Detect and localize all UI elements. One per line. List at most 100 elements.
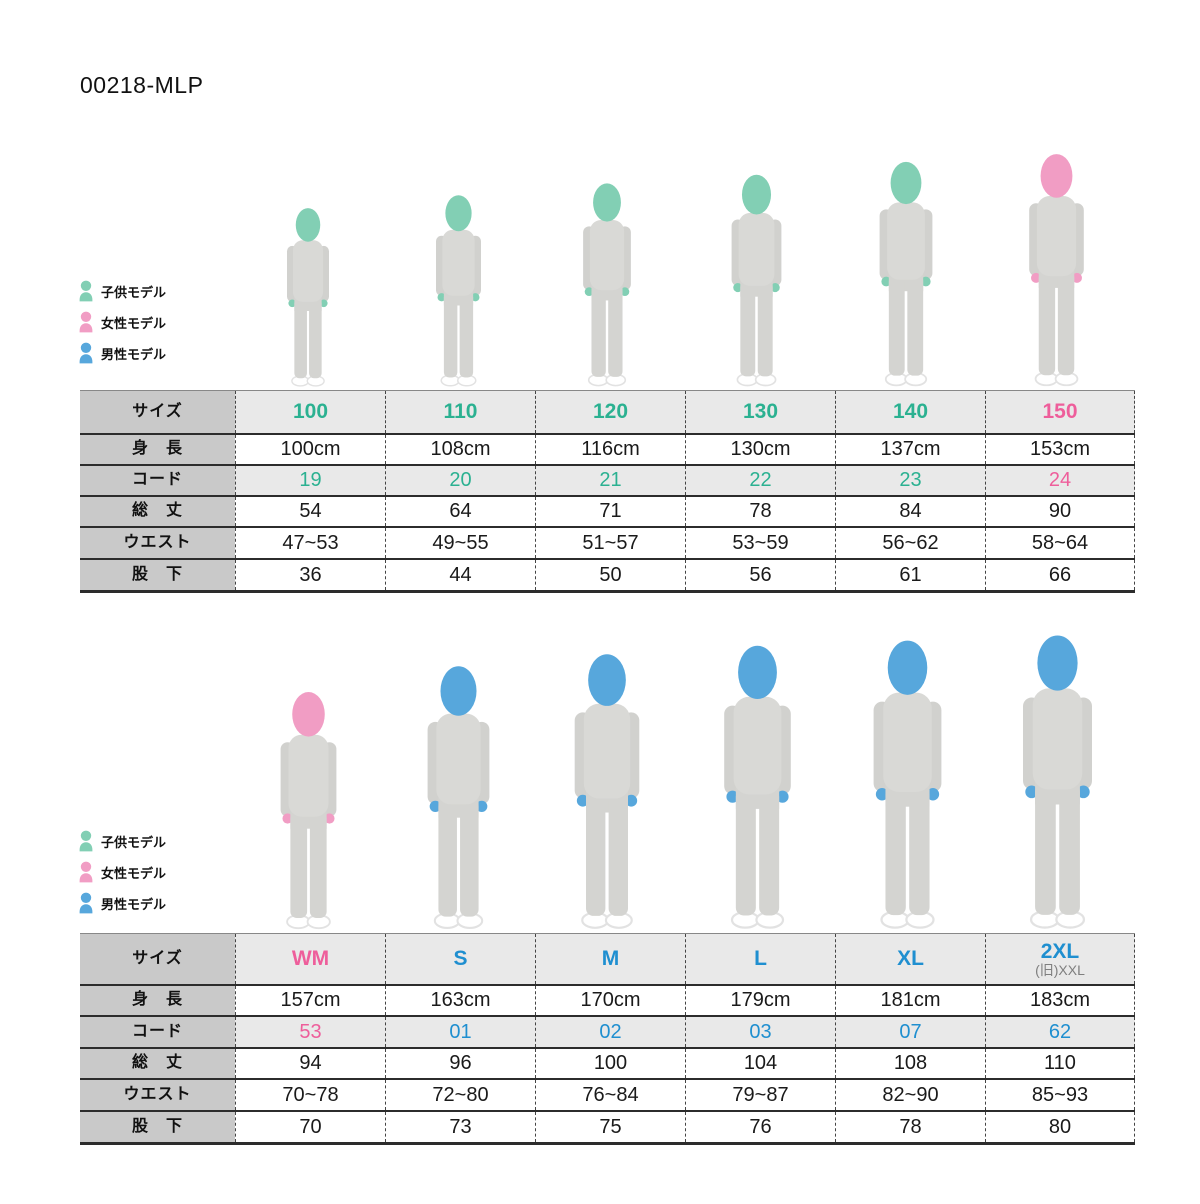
row-label-code: コード	[80, 1017, 235, 1047]
adults-size-XL: XL	[835, 934, 985, 984]
legend-item-female-model: 女性モデル	[78, 861, 166, 883]
adults-inseam-L: 76	[685, 1112, 835, 1142]
kids-code-120: 21	[535, 466, 685, 495]
kids-height-110: 108cm	[385, 435, 535, 464]
person-silhouette-icon	[731, 174, 781, 387]
adults-height-M: 170cm	[535, 986, 685, 1015]
adults-code-XL: 07	[835, 1017, 985, 1047]
person-silhouette-icon	[879, 161, 933, 387]
model-figure-S	[407, 662, 510, 931]
row-label-length: 総 丈	[80, 1049, 235, 1078]
row-label-height: 身 長	[80, 435, 235, 464]
adults-code-WM: 53	[235, 1017, 385, 1047]
row-label-code: コード	[80, 466, 235, 495]
legend-item-female-model: 女性モデル	[78, 311, 166, 333]
model-figure-M	[553, 651, 661, 931]
adults-inseam-2XL: 80	[985, 1112, 1135, 1142]
adults-code-S: 01	[385, 1017, 535, 1047]
kids-inseam-130: 56	[685, 560, 835, 590]
legend-label-child: 子供モデル	[101, 834, 167, 850]
adults-code-L: 03	[685, 1017, 835, 1047]
adults-waist-2XL: 85~93	[985, 1080, 1135, 1110]
person-silhouette-icon	[723, 645, 791, 929]
kids-length-120: 71	[535, 497, 685, 526]
adults-row-height: 身 長 157cm 163cm 170cm 179cm 181cm 183cm	[80, 984, 1135, 1015]
adults-inseam-S: 73	[385, 1112, 535, 1142]
product-code: 00218-MLP	[80, 72, 204, 98]
kids-row-waist: ウエスト 47~53 49~55 51~57 53~59 56~62 58~64	[80, 526, 1135, 558]
adults-waist-XL: 82~90	[835, 1080, 985, 1110]
model-legend-kids: 子供モデル 女性モデル 男性モデル	[78, 280, 166, 364]
kids-waist-140: 56~62	[835, 528, 985, 558]
adults-length-XL: 108	[835, 1049, 985, 1078]
person-silhouette-icon	[427, 666, 489, 929]
adults-size-M: M	[535, 934, 685, 984]
adults-code-2XL: 62	[985, 1017, 1135, 1047]
kids-inseam-140: 61	[835, 560, 985, 590]
kids-waist-130: 53~59	[685, 528, 835, 558]
legend-label-female: 女性モデル	[101, 865, 167, 881]
kids-code-100: 19	[235, 466, 385, 495]
kids-waist-100: 47~53	[235, 528, 385, 558]
kids-code-130: 22	[685, 466, 835, 495]
adults-length-2XL: 110	[985, 1049, 1135, 1078]
kids-code-110: 20	[385, 466, 535, 495]
legend-label-male: 男性モデル	[101, 896, 167, 912]
size-sub-label: (旧)XXL	[1035, 961, 1085, 978]
person-silhouette-icon	[574, 654, 640, 929]
row-label-waist: ウエスト	[80, 528, 235, 558]
kids-inseam-150: 66	[985, 560, 1135, 590]
kids-code-140: 23	[835, 466, 985, 495]
kids-inseam-110: 44	[385, 560, 535, 590]
kids-size-100: 100	[235, 391, 385, 433]
row-label-length: 総 丈	[80, 497, 235, 526]
child-model-icon	[78, 830, 94, 852]
kids-code-150: 24	[985, 466, 1135, 495]
adults-inseam-XL: 78	[835, 1112, 985, 1142]
model-figure-XL	[851, 636, 964, 931]
legend-item-male-model: 男性モデル	[78, 342, 166, 364]
kids-length-140: 84	[835, 497, 985, 526]
adults-length-WM: 94	[235, 1049, 385, 1078]
adults-height-S: 163cm	[385, 986, 535, 1015]
adults-height-WM: 157cm	[235, 986, 385, 1015]
model-figure-WM	[262, 689, 355, 931]
kids-height-120: 116cm	[535, 435, 685, 464]
adults-waist-WM: 70~78	[235, 1080, 385, 1110]
adults-size-table: サイズ WM S M L XL 2XL (旧)XXL 身 長 157cm 163cm 170cm 179…	[80, 933, 1135, 1145]
female-model-icon	[78, 861, 94, 883]
adults-code-M: 02	[535, 1017, 685, 1047]
kids-inseam-120: 50	[535, 560, 685, 590]
row-label-height: 身 長	[80, 986, 235, 1015]
person-silhouette-icon	[1022, 635, 1092, 929]
kids-waist-120: 51~57	[535, 528, 685, 558]
kids-inseam-100: 36	[235, 560, 385, 590]
kids-size-150: 150	[985, 391, 1135, 433]
kids-length-100: 54	[235, 497, 385, 526]
person-silhouette-icon	[1028, 154, 1084, 387]
adults-waist-M: 76~84	[535, 1080, 685, 1110]
model-figure-120	[567, 181, 647, 388]
legend-label-male: 男性モデル	[101, 346, 167, 362]
adults-size-L: L	[685, 934, 835, 984]
kids-length-110: 64	[385, 497, 535, 526]
adults-row-code: コード 53 01 02 03 07 62	[80, 1015, 1135, 1047]
legend-label-female: 女性モデル	[101, 315, 167, 331]
kids-height-140: 137cm	[835, 435, 985, 464]
legend-item-child-model: 子供モデル	[78, 280, 166, 302]
adults-waist-S: 72~80	[385, 1080, 535, 1110]
row-label-waist: ウエスト	[80, 1080, 235, 1110]
kids-size-110: 110	[385, 391, 535, 433]
kids-length-130: 78	[685, 497, 835, 526]
kids-row-height: 身 長 100cm 108cm 116cm 130cm 137cm 153cm	[80, 433, 1135, 464]
kids-length-150: 90	[985, 497, 1135, 526]
legend-item-child-model: 子供モデル	[78, 830, 166, 852]
adults-inseam-WM: 70	[235, 1112, 385, 1142]
adults-length-M: 100	[535, 1049, 685, 1078]
model-figure-100	[273, 206, 343, 388]
kids-row-code: コード 19 20 21 22 23 24	[80, 464, 1135, 495]
person-silhouette-icon	[873, 640, 941, 929]
adults-size-S: S	[385, 934, 535, 984]
adults-row-inseam: 股 下 70 73 75 76 78 80	[80, 1110, 1135, 1142]
